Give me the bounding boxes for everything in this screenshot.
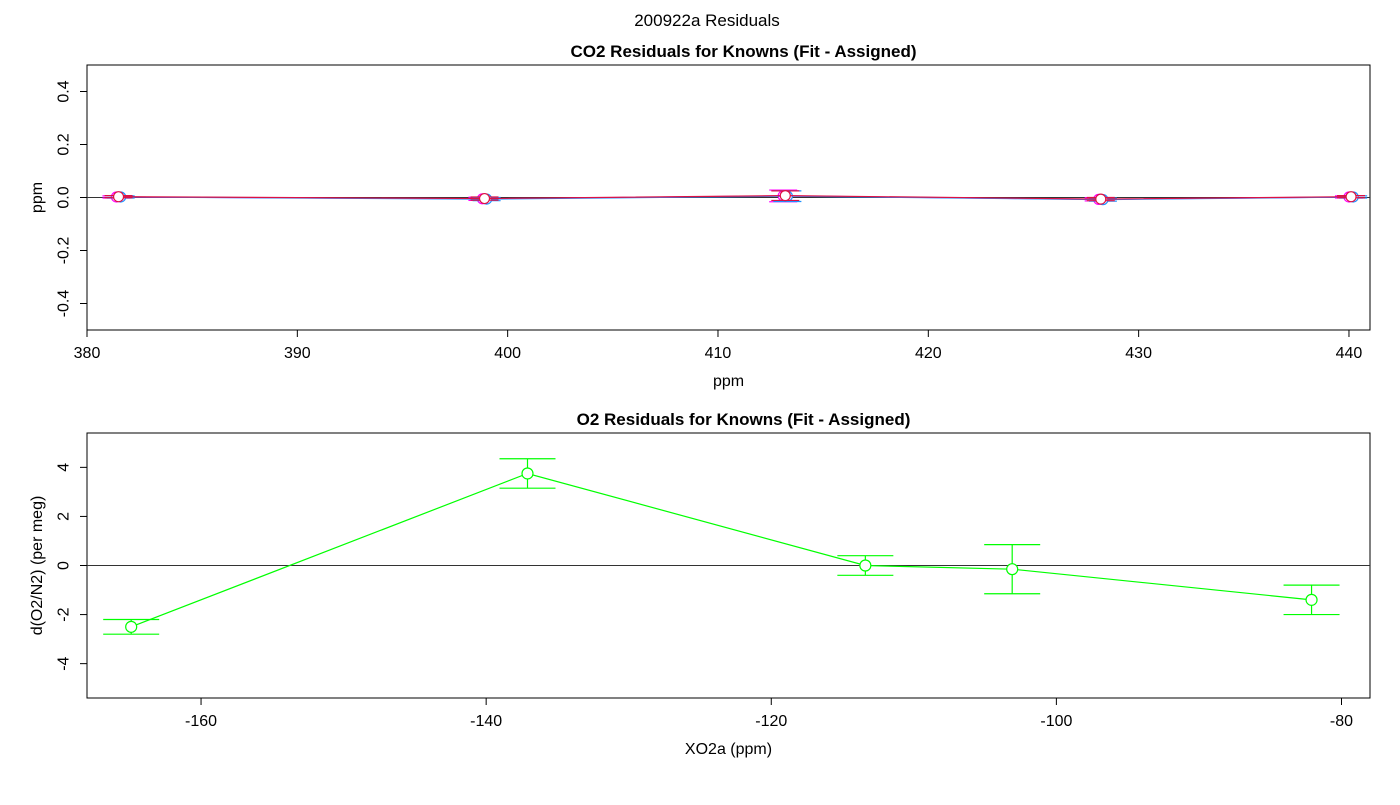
o2-series-line (130, 472, 1312, 628)
o2-y-tick-label: -2 (55, 607, 72, 621)
o2-data-point (859, 559, 872, 572)
co2-x-tick-label: 440 (1336, 345, 1363, 362)
o2-residuals-panel: O2 Residuals for Knowns (Fit - Assigned)… (29, 410, 1371, 758)
co2-data-point (112, 191, 125, 203)
o2-y-axis-label: d(O2/N2) (per meg) (29, 496, 46, 636)
co2-y-tick-label: 0.0 (55, 186, 72, 208)
o2-y-tick-label: 4 (55, 463, 72, 472)
o2-y-tick-label: -4 (55, 656, 72, 670)
co2-y-tick-label: 0.2 (55, 133, 72, 155)
co2-data-point (779, 190, 791, 202)
o2-data-point (1305, 593, 1318, 606)
co2-x-tick-label: 390 (284, 345, 311, 362)
o2-chart-title: O2 Residuals for Knowns (Fit - Assigned) (577, 410, 911, 429)
co2-x-axis-label: ppm (713, 373, 744, 390)
co2-y-tick-label: -0.2 (55, 237, 72, 265)
o2-x-tick-label: -80 (1330, 713, 1353, 730)
co2-y-tick-label: 0.4 (55, 80, 72, 102)
o2-series-0 (103, 458, 1340, 635)
co2-x-tick-label: 400 (494, 345, 521, 362)
co2-data-point (478, 192, 491, 205)
o2-y-tick-label: 0 (55, 561, 72, 570)
o2-x-axis-label: XO2a (ppm) (685, 741, 772, 758)
co2-series-2 (104, 190, 1366, 205)
co2-data-point (1345, 191, 1357, 203)
co2-y-axis-label: ppm (29, 182, 46, 213)
o2-y-tick-label: 2 (55, 512, 72, 521)
o2-data-point (1006, 563, 1019, 576)
o2-data-point (521, 467, 534, 480)
o2-x-tick-label: -100 (1040, 713, 1072, 730)
o2-data-point (125, 620, 138, 633)
co2-x-tick-label: 410 (705, 345, 732, 362)
co2-chart-title: CO2 Residuals for Knowns (Fit - Assigned… (570, 42, 916, 61)
o2-x-tick-label: -120 (755, 713, 787, 730)
co2-data-point (1095, 193, 1107, 205)
co2-x-tick-label: 420 (915, 345, 942, 362)
figure-title: 200922a Residuals (634, 11, 780, 30)
o2-x-tick-label: -160 (185, 713, 217, 730)
co2-residuals-panel: CO2 Residuals for Knowns (Fit - Assigned… (29, 42, 1371, 390)
co2-x-tick-label: 380 (74, 345, 101, 362)
o2-x-tick-label: -140 (470, 713, 502, 730)
co2-y-tick-label: -0.4 (55, 290, 72, 318)
co2-x-tick-label: 430 (1125, 345, 1152, 362)
